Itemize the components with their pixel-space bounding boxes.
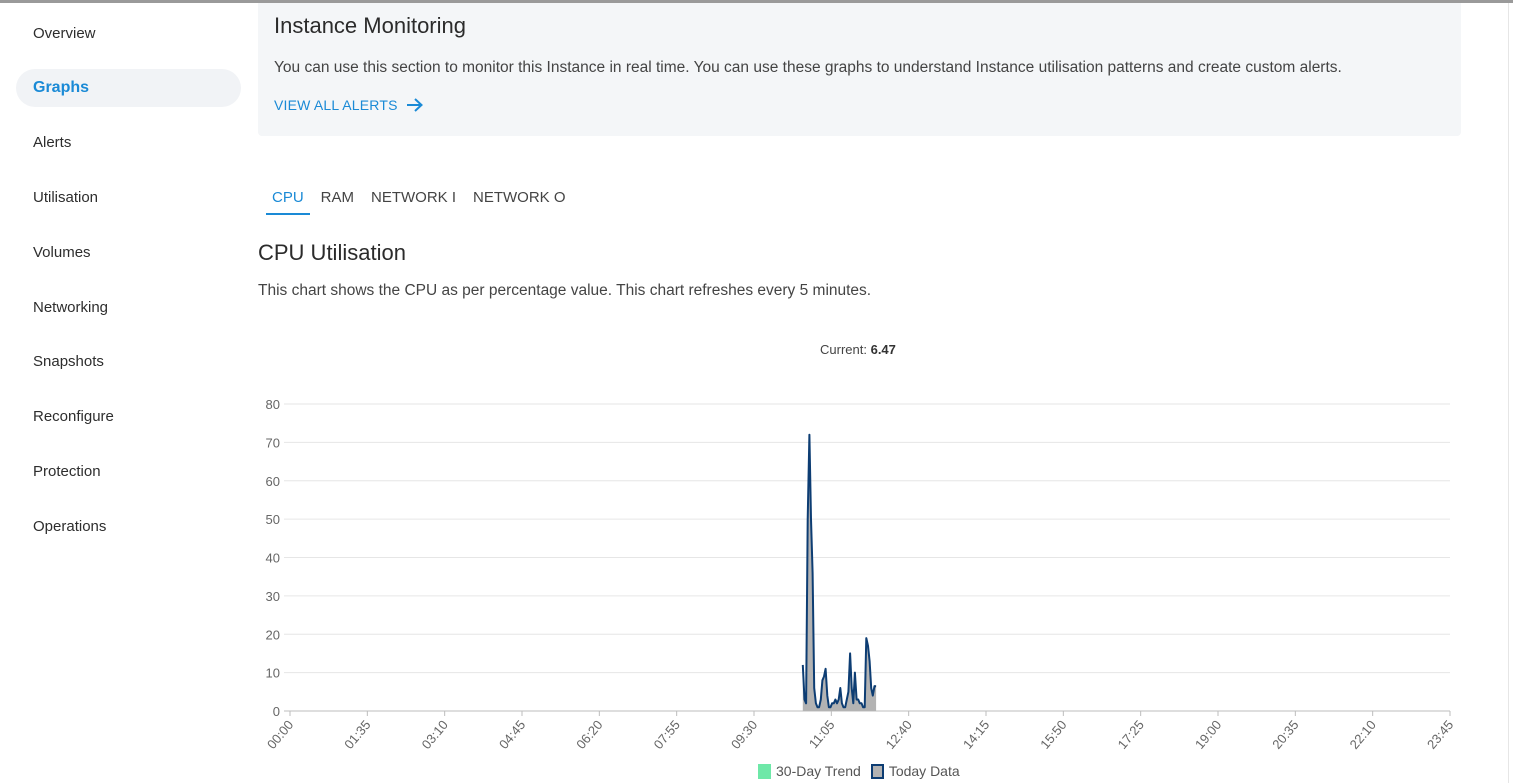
x-tick-label: 19:00 bbox=[1192, 717, 1224, 752]
x-tick-label: 23:45 bbox=[1424, 717, 1456, 752]
legend-item-trend[interactable]: 30-Day Trend bbox=[758, 763, 861, 779]
sidebar-item-reconfigure[interactable]: Reconfigure bbox=[33, 407, 114, 425]
x-tick-label: 07:55 bbox=[651, 717, 683, 752]
view-all-alerts-label: VIEW ALL ALERTS bbox=[274, 97, 398, 113]
x-tick-label: 03:10 bbox=[419, 717, 451, 752]
x-tick-label: 06:20 bbox=[573, 717, 605, 752]
chart-legend: 30-Day Trend Today Data bbox=[758, 763, 970, 779]
x-tick-label: 00:00 bbox=[264, 717, 296, 752]
sidebar-item-protection[interactable]: Protection bbox=[33, 462, 101, 480]
tab-network-out[interactable]: NETWORK O bbox=[473, 189, 566, 206]
window-top-border bbox=[0, 0, 1513, 3]
scrollbar-track[interactable] bbox=[1508, 3, 1509, 783]
arrow-right-icon bbox=[406, 98, 424, 112]
sidebar-item-utilisation[interactable]: Utilisation bbox=[33, 188, 99, 206]
y-tick-label: 70 bbox=[266, 435, 280, 450]
sidebar-item-volumes[interactable]: Volumes bbox=[33, 243, 91, 261]
tab-cpu[interactable]: CPU bbox=[266, 186, 310, 215]
sidebar-item-graphs[interactable]: Graphs bbox=[16, 69, 241, 107]
sidebar-item-networking[interactable]: Networking bbox=[33, 298, 109, 316]
section-description: This chart shows the CPU as per percenta… bbox=[258, 282, 872, 299]
section-title: CPU Utilisation bbox=[258, 240, 406, 265]
y-tick-label: 40 bbox=[266, 551, 280, 566]
view-all-alerts-link[interactable]: VIEW ALL ALERTS bbox=[274, 97, 424, 113]
y-tick-label: 30 bbox=[266, 589, 280, 604]
x-tick-label: 04:45 bbox=[496, 717, 528, 752]
x-tick-label: 15:50 bbox=[1037, 717, 1069, 752]
metric-tabs: CPU RAM NETWORK I NETWORK O bbox=[266, 186, 577, 216]
tab-ram[interactable]: RAM bbox=[320, 189, 355, 206]
legend-swatch-trend bbox=[758, 763, 771, 779]
current-value-readout: Current: 6.47 bbox=[820, 342, 896, 357]
x-tick-label: 11:05 bbox=[806, 717, 838, 751]
sidebar-item-alerts[interactable]: Alerts bbox=[33, 133, 72, 151]
y-tick-label: 50 bbox=[266, 512, 280, 527]
today-data-line bbox=[801, 433, 877, 709]
x-tick-label: 20:35 bbox=[1269, 717, 1301, 752]
x-tick-label: 22:10 bbox=[1347, 717, 1379, 752]
y-tick-label: 60 bbox=[266, 474, 280, 489]
today-data-area bbox=[802, 434, 877, 711]
y-tick-label: 10 bbox=[266, 666, 280, 681]
legend-label-trend: 30-Day Trend bbox=[776, 763, 861, 779]
x-tick-label: 09:30 bbox=[728, 717, 760, 752]
sidebar-item-operations[interactable]: Operations bbox=[33, 517, 107, 535]
legend-swatch-today bbox=[870, 763, 884, 779]
current-label: Current: bbox=[820, 342, 867, 357]
y-tick-label: 80 bbox=[266, 397, 280, 412]
legend-label-today: Today Data bbox=[888, 763, 960, 779]
x-tick-label: 14:15 bbox=[960, 717, 992, 752]
current-value: 6.47 bbox=[870, 342, 896, 357]
panel-description: You can use this section to monitor this… bbox=[274, 59, 1342, 76]
x-tick-label: 01:35 bbox=[341, 717, 373, 752]
y-tick-label: 0 bbox=[273, 704, 280, 719]
cpu-utilisation-chart: 0 10 20 30 40 50 60 70 80 00:00 01:35 03:10 04:45 06:… bbox=[264, 397, 1456, 752]
instance-monitoring-panel: Instance Monitoring You can use this sec… bbox=[258, 3, 1461, 136]
panel-title: Instance Monitoring bbox=[274, 13, 466, 38]
sidebar: Overview Graphs Alerts Utilisation Volum… bbox=[0, 3, 250, 783]
tab-network-in[interactable]: NETWORK I bbox=[371, 189, 457, 206]
x-tick-label: 17:25 bbox=[1115, 717, 1147, 752]
sidebar-item-overview[interactable]: Overview bbox=[33, 24, 96, 42]
x-tick-label: 12:40 bbox=[883, 717, 915, 752]
sidebar-item-snapshots[interactable]: Snapshots bbox=[33, 352, 104, 370]
legend-item-today[interactable]: Today Data bbox=[870, 763, 960, 779]
y-tick-label: 20 bbox=[266, 627, 280, 642]
